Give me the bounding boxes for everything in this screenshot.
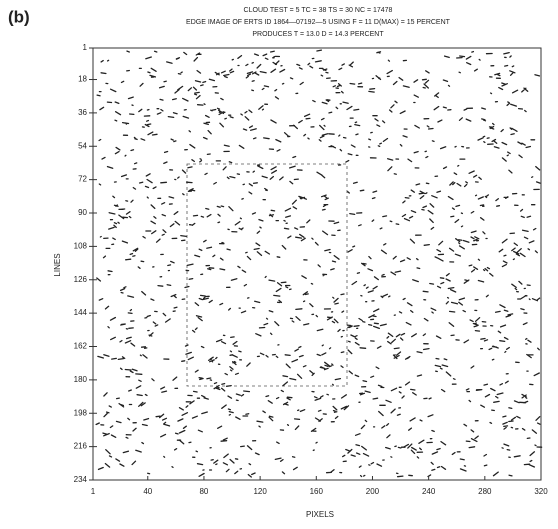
- x-tick-label: 320: [534, 487, 548, 496]
- y-tick-label: 162: [74, 342, 88, 351]
- y-tick-label: 36: [78, 108, 87, 117]
- y-tick-label: 90: [78, 208, 87, 217]
- y-tick-label: 108: [74, 241, 88, 250]
- x-axis-label: PIXELS: [306, 510, 334, 519]
- x-tick-label: 120: [253, 487, 267, 496]
- y-tick-label: 180: [74, 375, 88, 384]
- y-tick-label: 216: [74, 442, 88, 451]
- edge-texture: [95, 49, 543, 478]
- y-tick-label: 18: [78, 75, 87, 84]
- region-box: [186, 163, 348, 387]
- y-tick-label: 54: [78, 141, 87, 150]
- x-tick-label: 80: [199, 487, 208, 496]
- plot-frame: [92, 47, 542, 481]
- x-tick-label: 1: [91, 487, 96, 496]
- title-line: CLOUD TEST = 5 TC = 38 TS = 30 NC = 1747…: [244, 7, 393, 14]
- y-tick-label: 126: [74, 275, 88, 284]
- y-tick-label: 72: [78, 175, 87, 184]
- y-tick-label: 198: [74, 408, 88, 417]
- x-tick-label: 200: [366, 487, 380, 496]
- x-tick-label: 240: [422, 487, 436, 496]
- x-tick-label: 280: [478, 487, 492, 496]
- x-tick-label: 160: [310, 487, 324, 496]
- y-tick-label: 1: [83, 43, 88, 52]
- y-tick-label: 234: [74, 475, 88, 484]
- panel-label: (b): [8, 7, 30, 26]
- title-line: PRODUCES T = 13.0 D = 14.3 PERCENT: [252, 31, 384, 38]
- title-line: EDGE IMAGE OF ERTS ID 1864—07192—5 USING…: [186, 19, 451, 26]
- y-axis-label: LINES: [53, 253, 62, 276]
- y-tick-label: 144: [74, 308, 88, 317]
- x-tick-label: 40: [143, 487, 152, 496]
